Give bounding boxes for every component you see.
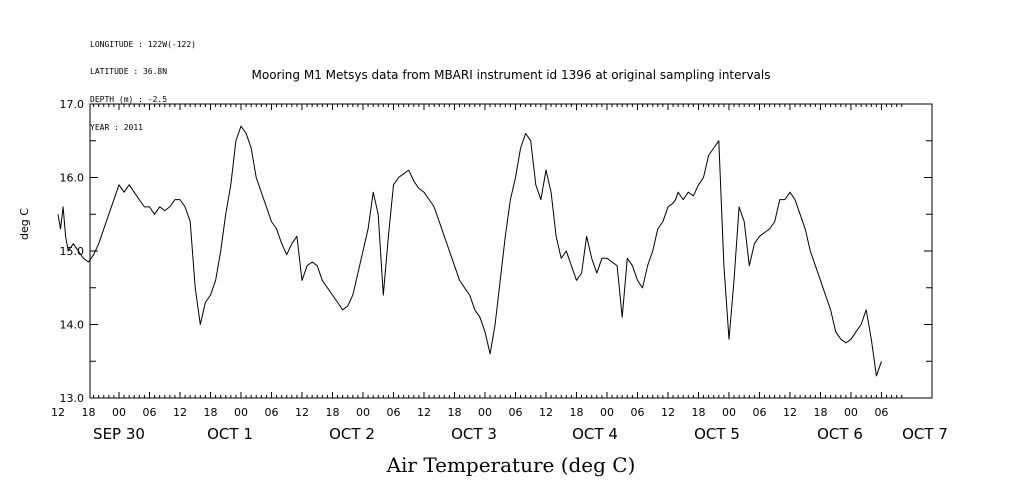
x-hour-label: 18 — [691, 406, 705, 419]
y-tick-label: 16.0 — [60, 172, 85, 185]
x-hour-label: 12 — [783, 406, 797, 419]
x-day-label: OCT 1 — [207, 425, 253, 443]
y-tick-label: 14.0 — [60, 319, 85, 332]
x-hour-label: 00 — [844, 406, 858, 419]
depth-text: DEPTH (m) : -2.5 — [90, 95, 168, 105]
x-day-label: OCT 3 — [451, 425, 497, 443]
x-day-label: OCT 7 — [902, 425, 948, 443]
x-day-label: OCT 5 — [694, 425, 740, 443]
x-hour-label: 00 — [722, 406, 736, 419]
x-hour-label: 06 — [264, 406, 278, 419]
x-hour-label: 18 — [325, 406, 339, 419]
x-hour-label: 06 — [142, 406, 156, 419]
x-hour-label: 00 — [600, 406, 614, 419]
x-hour-label: 18 — [569, 406, 583, 419]
x-day-label: SEP 30 — [93, 425, 145, 443]
x-day-label: OCT 2 — [329, 425, 375, 443]
x-hour-label: 18 — [82, 406, 96, 419]
x-hour-label: 00 — [112, 406, 126, 419]
x-hour-label: 00 — [356, 406, 370, 419]
x-day-label: OCT 6 — [817, 425, 863, 443]
year-text: YEAR : 2011 — [90, 123, 143, 133]
x-hour-label: 12 — [661, 406, 675, 419]
x-hour-label: 12 — [417, 406, 431, 419]
x-hour-label: 06 — [752, 406, 766, 419]
x-hour-label: 12 — [51, 406, 65, 419]
y-tick-label: 17.0 — [60, 98, 85, 111]
y-tick-label: 13.0 — [60, 392, 85, 405]
x-hour-label: 12 — [173, 406, 187, 419]
y-tick-label: 15.0 — [60, 245, 85, 258]
x-hour-label: 06 — [630, 406, 644, 419]
x-hour-label: 06 — [874, 406, 888, 419]
x-hour-label: 12 — [539, 406, 553, 419]
x-hour-label: 12 — [295, 406, 309, 419]
x-hour-label: 06 — [386, 406, 400, 419]
x-hour-label: 00 — [478, 406, 492, 419]
longitude-text: LONGITUDE : 122W(-122) — [90, 39, 196, 49]
latitude-text: LATITUDE : 36.8N — [90, 67, 168, 77]
x-hour-label: 18 — [813, 406, 827, 419]
chart-title: Mooring M1 Metsys data from MBARI instru… — [251, 68, 771, 82]
x-hour-label: 18 — [203, 406, 217, 419]
x-axis-label: Air Temperature (deg C) — [386, 453, 636, 477]
metadata-block: LONGITUDE : 122W(-122) LATITUDE : 36.8N … — [90, 21, 196, 142]
x-hour-label: 06 — [508, 406, 522, 419]
x-hour-label: 00 — [234, 406, 248, 419]
x-day-label: OCT 4 — [572, 425, 618, 443]
series-line-air-temperature — [57, 125, 882, 377]
plot-frame — [89, 103, 933, 399]
x-hour-label: 18 — [447, 406, 461, 419]
